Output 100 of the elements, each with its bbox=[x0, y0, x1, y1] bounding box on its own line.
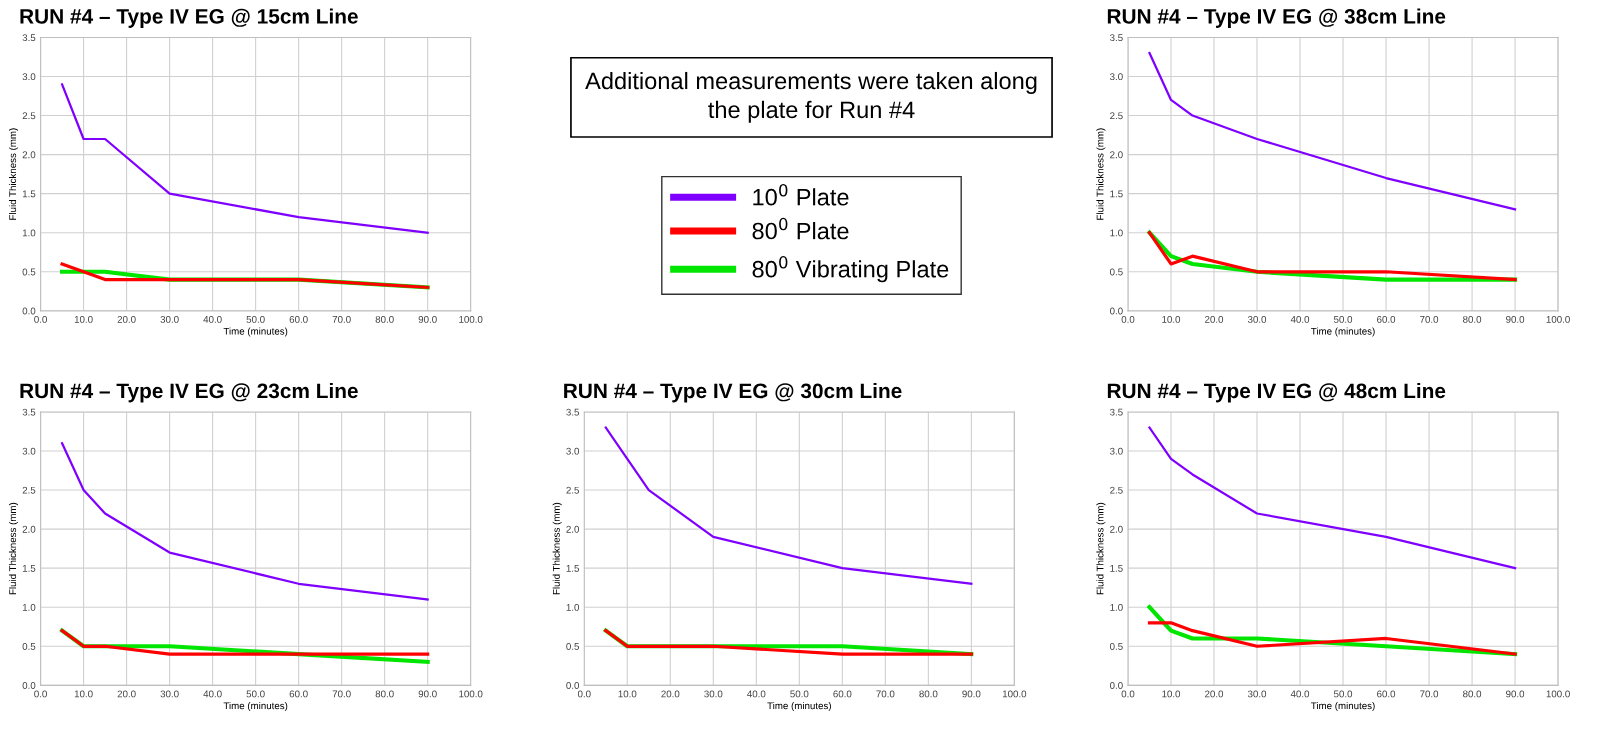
x-tick-label: 100.0 bbox=[1546, 690, 1570, 698]
y-tick-label: 3.5 bbox=[566, 408, 580, 416]
y-tick-label: 0.0 bbox=[22, 682, 36, 689]
y-tick-label: 2.5 bbox=[1110, 486, 1123, 494]
x-tick-label: 20.0 bbox=[661, 690, 680, 698]
y-tick-label: 1.5 bbox=[22, 565, 36, 572]
line-series bbox=[604, 426, 973, 585]
x-axis-title: Time (minutes) bbox=[223, 327, 288, 337]
x-tick-label: 20.0 bbox=[117, 690, 136, 698]
x-tick-label: 80.0 bbox=[375, 690, 394, 698]
x-tick-label: 100.0 bbox=[1002, 690, 1027, 698]
x-tick-label: 40.0 bbox=[203, 690, 222, 698]
y-tick-label: 0.0 bbox=[1109, 682, 1123, 689]
x-tick-label: 80.0 bbox=[375, 315, 394, 323]
x-tick-label: 10.0 bbox=[74, 690, 93, 698]
x-tick-label: 90.0 bbox=[1506, 690, 1525, 698]
y-tick-label: 0.5 bbox=[22, 268, 36, 276]
y-tick-label: 1.5 bbox=[1110, 565, 1123, 572]
x-tick-label: 90.0 bbox=[962, 690, 981, 698]
y-tick-label: 3.0 bbox=[566, 447, 580, 455]
x-tick-label: 90.0 bbox=[418, 690, 437, 698]
y-tick-label: 2.5 bbox=[566, 486, 580, 494]
x-tick-label: 80.0 bbox=[919, 690, 938, 698]
x-tick-label: 100.0 bbox=[1546, 315, 1570, 323]
line-series bbox=[60, 262, 430, 289]
x-tick-label: 50.0 bbox=[246, 690, 265, 698]
x-tick-label: 10.0 bbox=[1162, 315, 1181, 323]
x-tick-label: 90.0 bbox=[1506, 315, 1525, 323]
x-tick-label: 40.0 bbox=[203, 315, 222, 323]
y-tick-label: 3.0 bbox=[22, 73, 36, 81]
x-tick-label: 60.0 bbox=[833, 690, 852, 698]
y-tick-label: 3.5 bbox=[1109, 34, 1123, 42]
x-tick-label: 70.0 bbox=[876, 690, 895, 698]
y-tick-label: 3.0 bbox=[22, 447, 36, 455]
y-tick-label: 2.0 bbox=[1110, 525, 1123, 533]
y-tick-label: 2.0 bbox=[566, 525, 580, 533]
y-axis-title: Fluid Thickness (mm) bbox=[1096, 128, 1106, 220]
x-tick-label: 0.0 bbox=[1121, 315, 1135, 323]
y-axis-title: Fluid Thickness (mm) bbox=[8, 502, 19, 595]
line-series bbox=[1148, 51, 1517, 211]
text: Additional measurements were taken along the plate for Run #4 bbox=[585, 71, 1037, 123]
y-tick-label: 0.5 bbox=[566, 643, 580, 650]
y-tick-label: 0.5 bbox=[1109, 643, 1123, 650]
x-tick-label: 70.0 bbox=[1420, 315, 1439, 323]
x-tick-label: 80.0 bbox=[1463, 315, 1482, 323]
chart-title: RUN #4 – Type IV EG @ 48cm Line bbox=[1107, 382, 1446, 403]
line-series bbox=[1147, 621, 1517, 656]
x-tick-label: 60.0 bbox=[289, 315, 308, 323]
x-tick-label: 100.0 bbox=[459, 315, 483, 323]
y-tick-label: 1.0 bbox=[1110, 229, 1123, 237]
chart-title: RUN #4 – Type IV EG @ 23cm Line bbox=[20, 382, 358, 403]
line-series bbox=[60, 83, 429, 234]
y-axis-title: Fluid Thickness (mm) bbox=[552, 502, 562, 595]
x-tick-label: 70.0 bbox=[1420, 690, 1439, 698]
x-tick-label: 30.0 bbox=[160, 690, 179, 698]
y-tick-label: 2.0 bbox=[22, 525, 36, 533]
x-tick-label: 40.0 bbox=[1290, 690, 1310, 698]
y-tick-label: 2.0 bbox=[1110, 151, 1123, 159]
y-tick-label: 1.5 bbox=[566, 565, 580, 572]
x-tick-label: 30.0 bbox=[160, 315, 179, 323]
x-tick-label: 0.0 bbox=[34, 690, 47, 698]
y-axis-title: Fluid Thickness (mm) bbox=[8, 128, 19, 220]
chart-title: RUN #4 – Type IV EG @ 30cm Line bbox=[564, 382, 902, 403]
chart-title: RUN #4 – Type IV EG @ 15cm Line bbox=[20, 8, 358, 28]
x-tick-label: 50.0 bbox=[1333, 690, 1353, 698]
y-tick-label: 1.5 bbox=[22, 190, 36, 198]
y-tick-label: 3.5 bbox=[22, 408, 36, 416]
x-tick-label: 10.0 bbox=[1162, 690, 1181, 698]
y-tick-label: 3.0 bbox=[1109, 447, 1123, 455]
x-tick-label: 10.0 bbox=[74, 315, 93, 323]
x-tick-label: 90.0 bbox=[418, 315, 437, 323]
y-tick-label: 3.5 bbox=[22, 34, 36, 42]
y-tick-label: 0.0 bbox=[1109, 307, 1123, 315]
y-tick-label: 1.5 bbox=[1110, 190, 1123, 198]
x-tick-label: 20.0 bbox=[1205, 315, 1224, 323]
y-tick-label: 0.0 bbox=[566, 682, 580, 689]
x-tick-label: 40.0 bbox=[747, 690, 766, 698]
y-tick-label: 0.5 bbox=[22, 643, 36, 650]
x-tick-label: 60.0 bbox=[1377, 690, 1396, 698]
y-tick-label: 1.0 bbox=[22, 603, 36, 611]
x-tick-label: 30.0 bbox=[1247, 315, 1267, 323]
y-tick-label: 1.0 bbox=[22, 229, 36, 237]
y-tick-label: 1.0 bbox=[566, 603, 580, 611]
x-tick-label: 30.0 bbox=[704, 690, 723, 698]
x-axis-title: Time (minutes) bbox=[767, 702, 831, 712]
x-tick-label: 50.0 bbox=[790, 690, 809, 698]
legend-label: 80$^{0}$ Vibrating Plate bbox=[752, 256, 949, 283]
y-tick-label: 3.5 bbox=[1109, 408, 1123, 416]
y-tick-label: 0.0 bbox=[22, 307, 36, 315]
x-tick-label: 0.0 bbox=[1121, 690, 1135, 698]
line-series bbox=[60, 442, 429, 601]
y-tick-label: 0.5 bbox=[1109, 268, 1123, 276]
x-axis-title: Time (minutes) bbox=[223, 702, 288, 712]
legend-label: 10$^{0}$ Plate bbox=[753, 184, 849, 206]
x-tick-label: 70.0 bbox=[332, 315, 351, 323]
chart-title: RUN #4 – Type IV EG @ 38cm Line bbox=[1107, 8, 1446, 28]
x-axis-title: Time (minutes) bbox=[1311, 327, 1375, 337]
x-tick-label: 20.0 bbox=[117, 315, 136, 323]
legend-label: 80$^{0}$ Plate bbox=[752, 217, 849, 240]
x-tick-label: 0.0 bbox=[577, 690, 591, 698]
